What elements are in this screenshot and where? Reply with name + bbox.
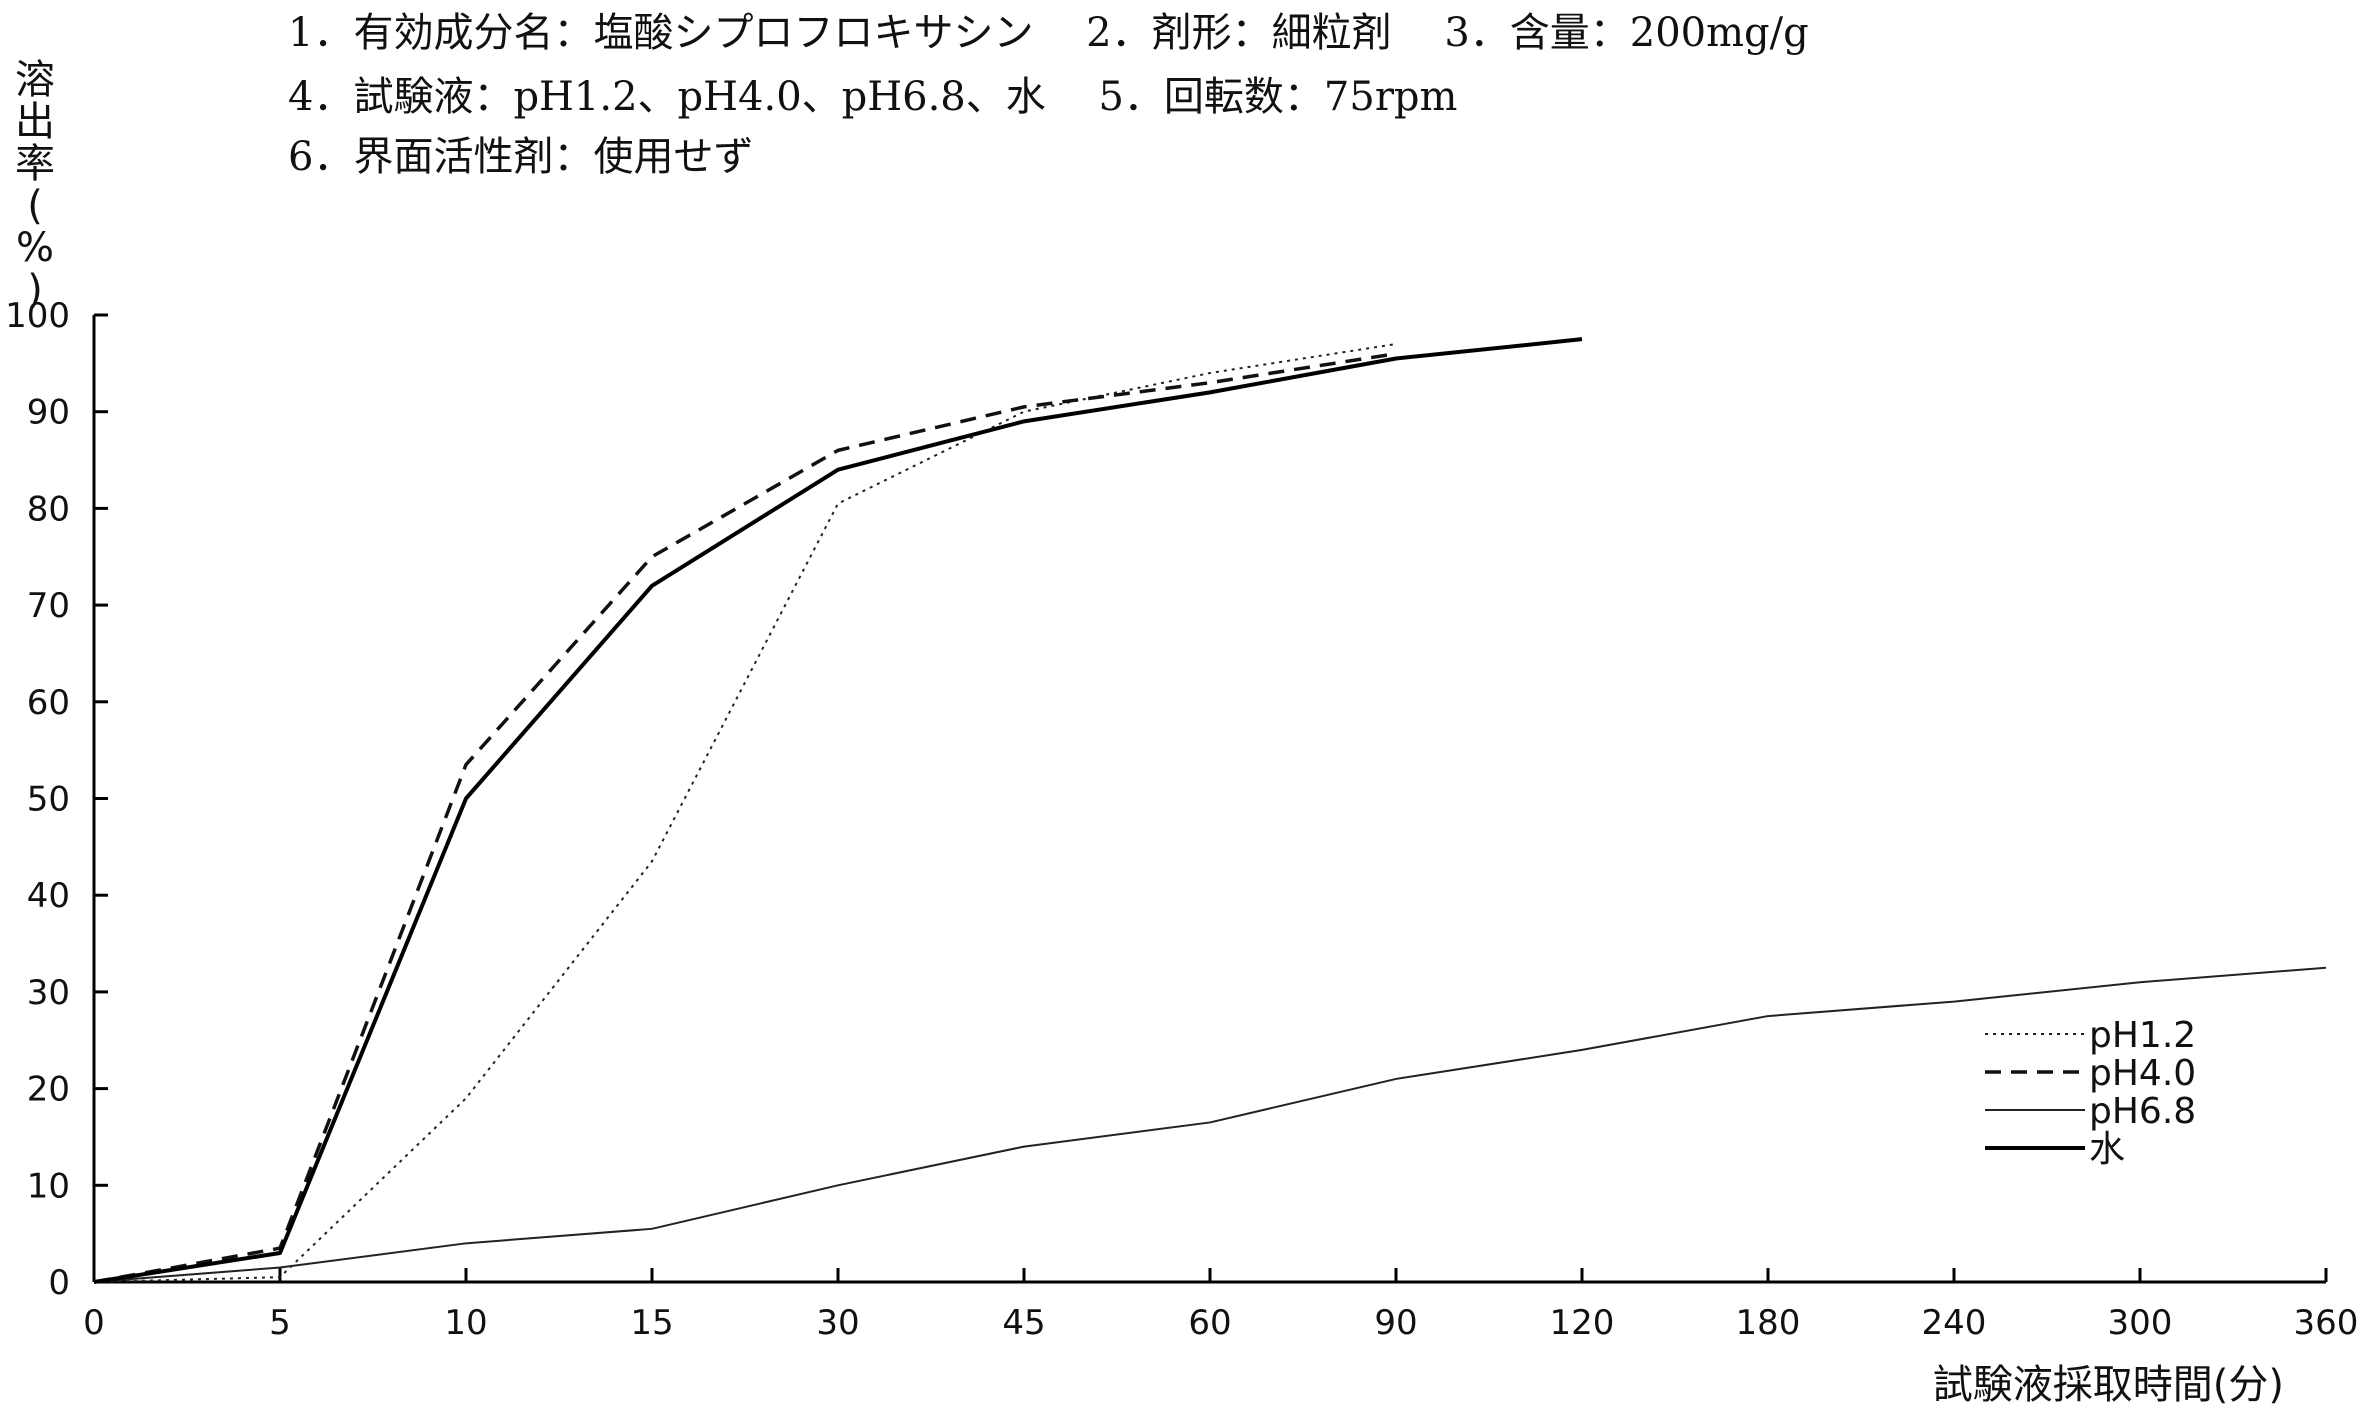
x-tick-label: 60 (1188, 1303, 1231, 1343)
y-tick-label: 40 (27, 876, 70, 916)
x-tick-label: 10 (444, 1303, 487, 1343)
header-line-3: 6．界面活性剤：使用せず (288, 134, 754, 180)
x-tick-label: 30 (816, 1303, 859, 1343)
y-tick-label: 20 (27, 1070, 70, 1110)
header-line-1: 1．有効成分名：塩酸シプロフロキサシン 2．剤形：細粒剤 3．含量：200mg/… (288, 10, 1809, 56)
y-axis-label-char: 溶 (15, 57, 55, 103)
legend-label: pH6.8 (2089, 1091, 2196, 1132)
x-axis-label: 試験液採取時間(分) (1932, 1362, 2284, 1408)
y-tick-label: 70 (27, 586, 70, 626)
legend-label: pH1.2 (2089, 1015, 2196, 1056)
legend-label: pH4.0 (2089, 1053, 2196, 1094)
y-axis-label-char: % (15, 225, 54, 271)
x-tick-label: 0 (83, 1303, 105, 1343)
x-tick-label: 45 (1002, 1303, 1045, 1343)
series-line-2 (93, 351, 1397, 1284)
x-tick-label: 360 (2294, 1303, 2359, 1343)
y-tick-label: 0 (48, 1263, 70, 1303)
y-axis-label-char: 出 (15, 99, 55, 145)
y-tick-label: 30 (27, 973, 70, 1013)
x-tick-label: 240 (1922, 1303, 1987, 1343)
y-tick-label: 50 (27, 780, 70, 820)
x-tick-label: 5 (269, 1303, 291, 1343)
series-line-1 (93, 343, 1397, 1283)
y-axis-label-char: ( (27, 183, 43, 229)
x-tick-label: 300 (2108, 1303, 2173, 1343)
series-line-4 (93, 337, 1583, 1284)
x-tick-label: 120 (1550, 1303, 1615, 1343)
header-line-2: 4．試験液：pH1.2、pH4.0、pH6.8、水 5．回転数：75rpm (288, 74, 1458, 120)
y-tick-label: 10 (27, 1166, 70, 1206)
x-tick-label: 180 (1736, 1303, 1801, 1343)
y-tick-label: 100 (5, 296, 70, 336)
y-tick-label: 60 (27, 683, 70, 723)
y-tick-label: 80 (27, 489, 70, 529)
y-tick-label: 90 (27, 393, 70, 433)
x-tick-label: 15 (630, 1303, 673, 1343)
series-line-3 (93, 966, 2327, 1283)
y-axis-label-char: ) (27, 267, 43, 313)
x-tick-label: 90 (1374, 1303, 1417, 1343)
y-axis-label-char: 率 (15, 141, 55, 187)
legend-label: 水 (2089, 1129, 2125, 1170)
